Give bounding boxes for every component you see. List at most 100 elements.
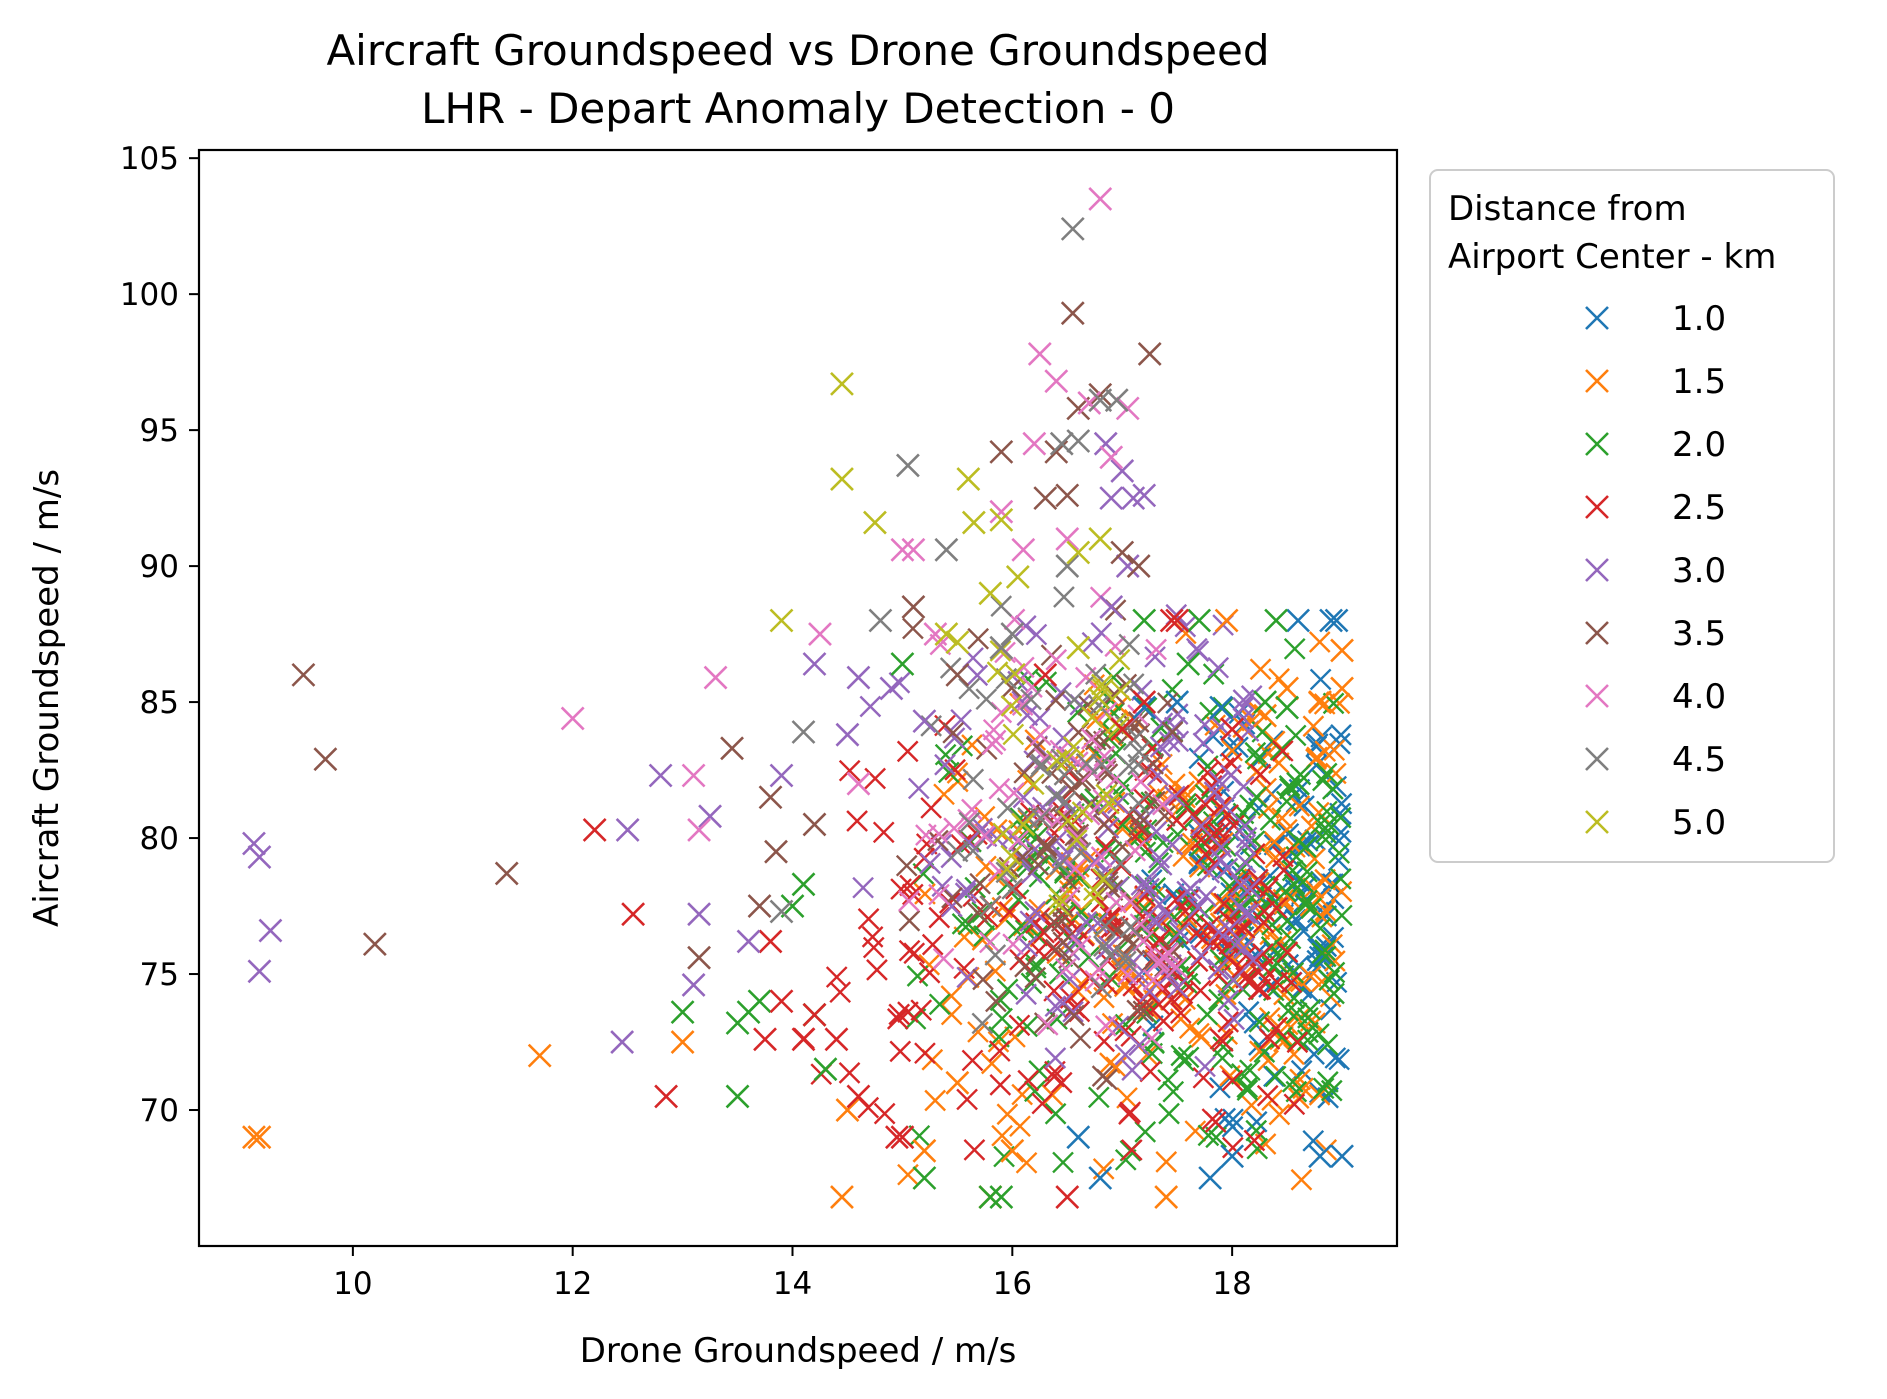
point-series-2.0: [1276, 910, 1299, 932]
legend-marker-3.0: [1585, 558, 1609, 582]
point-series-3.0: [1075, 911, 1098, 933]
point-series-1.5: [1275, 676, 1300, 701]
point-series-2.0: [1197, 1124, 1220, 1147]
point-series-3.0: [1234, 833, 1257, 856]
point-series-2.0: [670, 1000, 695, 1025]
point-series-2.0: [1314, 828, 1337, 851]
point-series-2.5: [961, 1049, 984, 1072]
point-series-3.0: [1207, 656, 1230, 679]
point-series-4.0: [687, 817, 712, 842]
point-series-3.0: [835, 722, 860, 747]
point-series-3.0: [1014, 615, 1037, 637]
point-series-2.0: [1329, 806, 1352, 829]
point-series-3.0: [846, 665, 871, 690]
point-series-4.0: [890, 537, 915, 562]
point-series-5.0: [992, 822, 1015, 845]
point-series-2.5: [838, 1062, 861, 1084]
point-series-1.5: [1249, 658, 1272, 681]
point-series-1.5: [670, 1030, 695, 1054]
point-series-3.0: [247, 959, 272, 984]
point-series-2.0: [1231, 1063, 1253, 1085]
point-series-1.5: [1308, 1084, 1331, 1106]
point-series-2.0: [1177, 1046, 1200, 1069]
point-series-1.0: [1305, 754, 1328, 777]
point-series-2.5: [1132, 690, 1157, 714]
point-series-4.5: [1060, 216, 1085, 241]
point-series-1.0: [1324, 608, 1349, 633]
point-series-3.5: [1101, 879, 1124, 902]
point-series-2.5: [1273, 859, 1295, 882]
point-series-3.5: [1088, 382, 1113, 407]
point-series-2.0: [1314, 939, 1336, 961]
point-series-3.0: [931, 875, 954, 898]
point-series-1.0: [1165, 690, 1190, 714]
point-series-2.5: [802, 1002, 827, 1027]
point-series-3.5: [1014, 955, 1036, 978]
point-series-2.5: [910, 999, 933, 1022]
point-series-5.0: [1002, 723, 1025, 746]
point-series-1.5: [1284, 836, 1306, 858]
x-tick-label: 10: [333, 1266, 372, 1302]
point-series-1.5: [1303, 847, 1326, 870]
point-series-2.5: [1276, 941, 1299, 963]
point-series-2.5: [857, 908, 880, 930]
point-series-2.0: [1331, 904, 1353, 927]
point-series-3.5: [898, 909, 921, 932]
legend-marker-2.5: [1585, 495, 1609, 519]
y-axis-label: Aircraft Groundspeed / m/s: [27, 469, 67, 927]
point-series-2.5: [1050, 1071, 1073, 1094]
point-series-1.0: [1220, 1144, 1245, 1169]
point-series-4.5: [1030, 753, 1053, 776]
point-series-2.0: [1211, 1047, 1234, 1069]
point-series-4.5: [1093, 935, 1115, 957]
point-series-2.5: [654, 1084, 679, 1109]
point-series-2.5: [1220, 717, 1245, 742]
point-series-4.0: [1093, 745, 1116, 768]
point-series-3.5: [969, 872, 991, 895]
point-series-2.0: [1310, 812, 1332, 835]
point-series-2.5: [1033, 662, 1058, 687]
point-series-3.0: [736, 929, 761, 954]
point-series-3.5: [1110, 540, 1135, 565]
legend-marker-3.5: [1585, 621, 1609, 645]
point-series-2.5: [1207, 927, 1230, 949]
point-series-5.0: [1081, 706, 1104, 729]
point-series-3.0: [1144, 646, 1166, 668]
point-series-3.5: [927, 829, 949, 852]
point-series-1.0: [1327, 849, 1350, 872]
point-series-3.5: [1025, 736, 1048, 759]
point-series-4.0: [932, 947, 955, 970]
point-series-2.0: [1253, 690, 1278, 714]
point-series-5.0: [863, 510, 887, 535]
point-series-5.0: [1091, 678, 1114, 701]
point-series-2.5: [791, 1027, 816, 1052]
point-series-3.0: [648, 763, 673, 788]
point-series-3.0: [615, 817, 640, 842]
point-series-5.0: [934, 622, 959, 647]
point-series-3.0: [919, 852, 942, 875]
point-series-4.0: [973, 824, 996, 847]
point-series-2.5: [890, 878, 912, 900]
point-series-3.0: [1025, 623, 1048, 646]
point-series-5.0: [1005, 565, 1030, 589]
point-series-2.5: [1017, 1069, 1040, 1092]
point-series-4.5: [868, 608, 893, 633]
point-series-3.5: [1035, 837, 1058, 860]
point-series-3.5: [1084, 728, 1107, 751]
point-series-3.0: [950, 708, 972, 731]
point-series-3.5: [1127, 711, 1150, 733]
point-series-3.5: [1137, 342, 1162, 366]
point-series-2.0: [1152, 831, 1174, 854]
point-series-2.5: [1252, 943, 1274, 965]
point-series-2.0: [1261, 913, 1283, 936]
point-series-3.0: [1187, 640, 1210, 662]
point-series-3.0: [1130, 874, 1153, 896]
point-series-2.0: [1158, 1102, 1180, 1125]
point-series-1.0: [1189, 922, 1211, 945]
point-series-1.5: [1299, 965, 1322, 988]
point-series-1.5: [1290, 1168, 1313, 1191]
point-series-2.5: [1027, 940, 1050, 962]
point-series-4.5: [1104, 388, 1129, 413]
point-series-2.0: [1277, 1000, 1300, 1022]
point-series-4.5: [1020, 688, 1042, 711]
